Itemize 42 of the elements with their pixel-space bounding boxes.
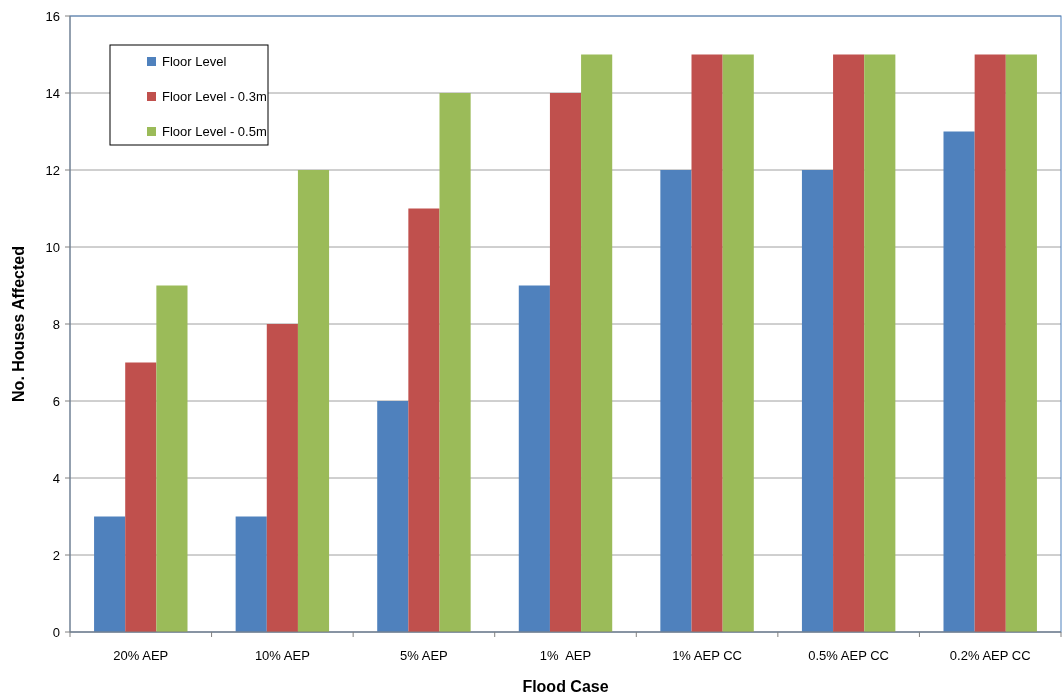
y-tick-label: 0 [52,624,60,640]
x-axis-title: Flood Case [522,678,609,695]
bar [943,131,975,632]
bar [235,516,267,632]
x-tick-label: 10% AEP [254,648,310,663]
legend-label: Floor Level - 0.5m [162,124,267,140]
x-tick-label: 0.2% AEP CC [949,648,1031,663]
bar [549,93,582,632]
x-tick-label: 20% AEP [113,648,169,663]
bar [581,54,613,632]
y-tick-label: 2 [52,547,60,563]
bar [439,93,471,632]
bar [974,54,1006,632]
bar [94,516,126,632]
y-tick-label: 12 [45,162,60,178]
x-tick-label: 1% AEP [539,648,592,663]
y-tick-label: 14 [45,85,60,101]
legend-label: Floor Level [162,54,227,70]
y-axis-title: No. Houses Affected [10,246,27,402]
y-tick-label: 4 [52,470,60,486]
bar [156,285,188,632]
bar [864,54,896,632]
bar [377,401,409,632]
bar [722,54,754,632]
bar [266,324,298,632]
bar [518,285,550,632]
bar [1005,54,1037,632]
x-tick-label: 0.5% AEP CC [808,648,889,663]
bar [691,54,723,632]
bar [125,362,157,632]
bar [833,54,865,632]
bar [297,170,330,632]
x-tick-label: 1% AEP CC [672,648,742,663]
y-tick-label: 8 [52,316,60,332]
y-tick-label: 16 [45,8,60,24]
y-tick-label: 6 [52,393,60,409]
y-tick-label: 10 [45,239,60,255]
legend-label: Floor Level - 0.3m [162,89,267,105]
x-tick-label: 5% AEP [400,648,448,663]
bar [660,170,692,632]
bar [801,170,834,632]
bar [408,208,440,632]
